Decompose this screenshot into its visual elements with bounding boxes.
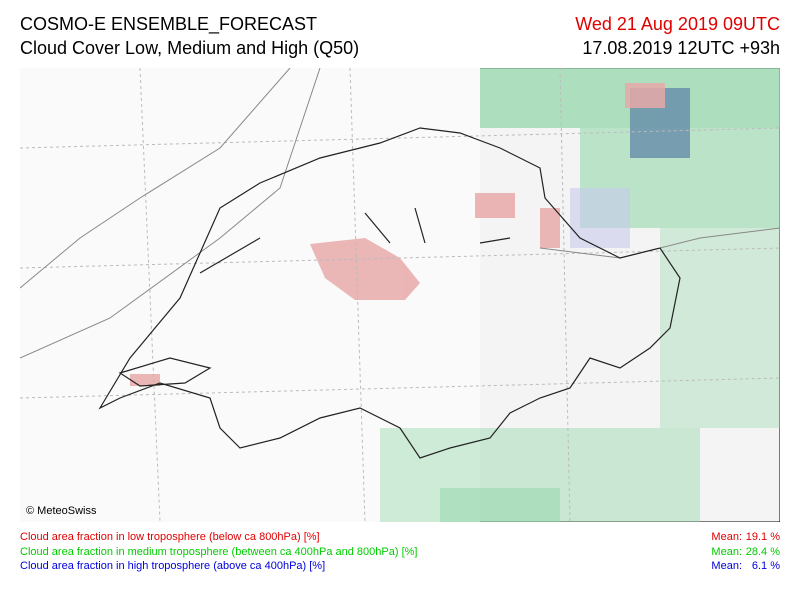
mean-value: 28.4 % xyxy=(745,545,780,558)
mean-label: Mean: xyxy=(711,545,742,558)
title: COSMO-E ENSEMBLE_FORECAST xyxy=(20,14,318,34)
map: © MeteoSwiss xyxy=(20,68,780,522)
legend-label: Cloud area fraction in low troposphere (… xyxy=(20,531,320,543)
graticule xyxy=(20,68,780,522)
mean-label: Mean: xyxy=(711,560,742,572)
credit: © MeteoSwiss xyxy=(26,505,97,517)
swiss-border xyxy=(98,127,681,459)
cloud-low xyxy=(130,83,665,386)
legend-label: Cloud area fraction in high troposphere … xyxy=(20,560,326,572)
valid-time: Wed 21 Aug 2019 09UTC xyxy=(575,14,780,34)
run-time: 17.08.2019 12UTC +93h xyxy=(582,38,780,58)
legend-label: Cloud area fraction in medium tropospher… xyxy=(20,545,418,558)
subtitle: Cloud Cover Low, Medium and High (Q50) xyxy=(20,38,360,58)
mean-value: 19.1 % xyxy=(745,531,780,543)
mean-label: Mean: xyxy=(711,531,742,543)
mean-value: 6.1 % xyxy=(751,560,780,572)
